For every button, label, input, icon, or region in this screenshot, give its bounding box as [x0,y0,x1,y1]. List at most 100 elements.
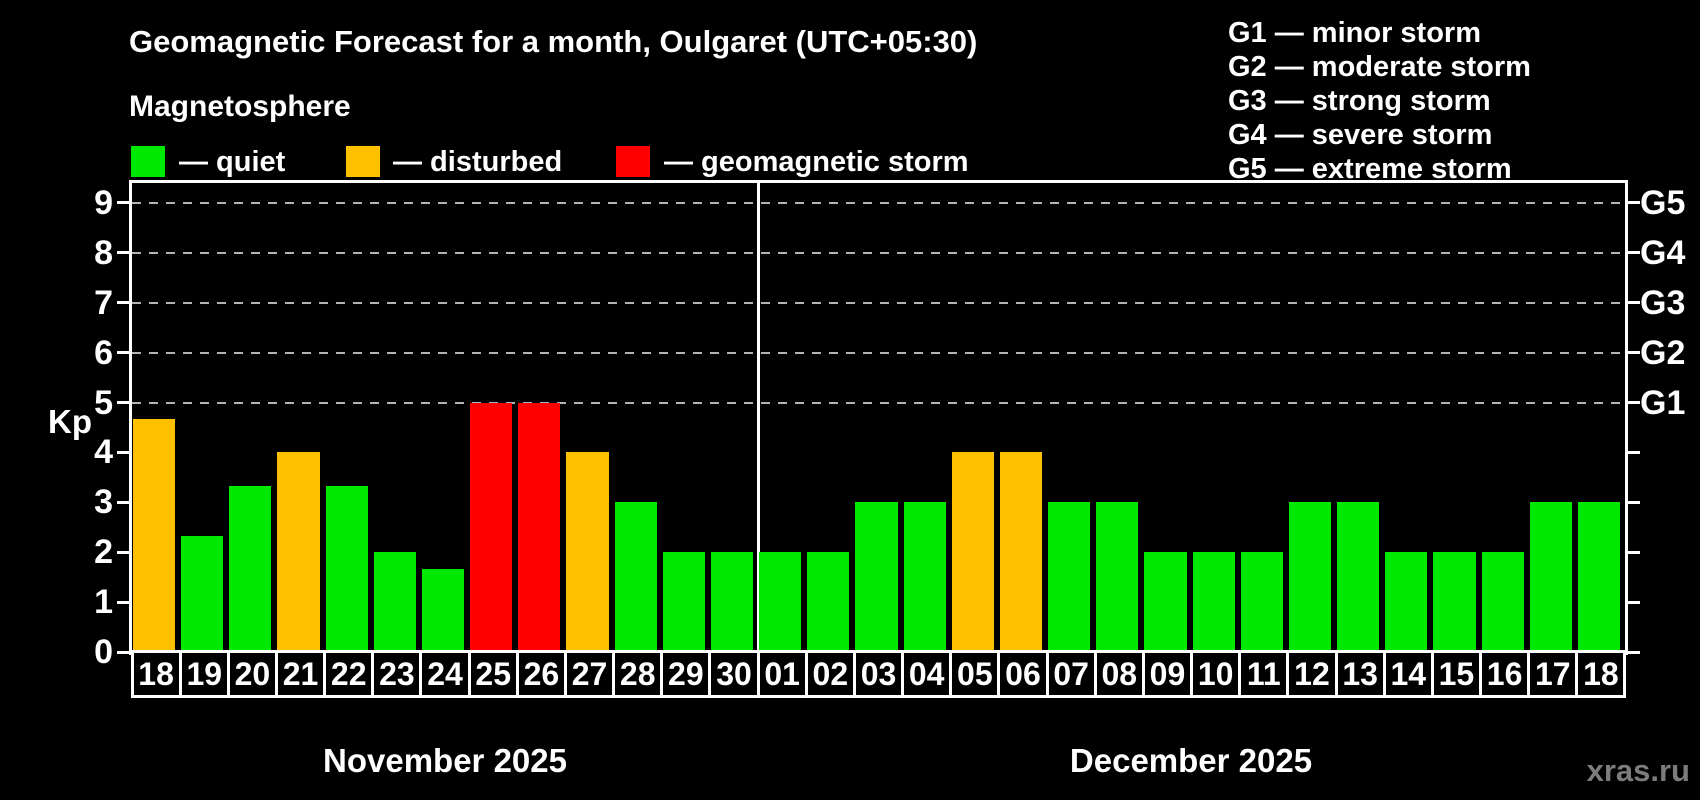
g3-legend-line: G3 — strong storm [1228,85,1491,117]
date-cell-11: 11 [1238,650,1290,698]
right-axis-tick-4 [1628,450,1640,454]
date-cell-29: 29 [660,650,712,698]
date-cell-01: 01 [756,650,808,698]
y-tick-label-3: 3 [94,483,113,522]
gridline-kp-8 [132,251,1625,254]
gridline-kp-9 [132,201,1625,204]
right-axis-tick-3 [1628,500,1640,504]
g5-legend-line: G5 — extreme storm [1228,153,1512,185]
date-cell-28: 28 [612,650,664,698]
g-scale-legend: G1 — minor storm G2 — moderate storm G3 … [1228,16,1531,186]
kp-bar-27 [566,452,609,652]
right-axis-tick-0 [1628,650,1640,654]
kp-bar-04 [903,502,946,652]
date-cell-08: 08 [1093,650,1145,698]
kp-bar-09 [1144,552,1187,652]
watermark: xras.ru [1586,753,1690,788]
g-axis-label-g3: G3 [1640,283,1686,322]
y-axis-tick-6 [117,351,129,355]
date-cell-23: 23 [371,650,423,698]
plot-border-top [129,180,1628,183]
storm-legend-label: — geomagnetic storm [664,146,969,178]
kp-bar-20 [229,485,272,652]
disturbed-legend-swatch [346,146,380,177]
gridline-kp-5 [132,401,1625,404]
date-cell-04: 04 [901,650,953,698]
right-axis-tick-5 [1628,401,1640,405]
g4-legend-line: G4 — severe storm [1228,119,1493,151]
kp-bar-25 [470,402,513,652]
y-tick-label-9: 9 [94,183,113,222]
kp-bar-07 [1048,502,1091,652]
y-axis-tick-8 [117,251,129,255]
kp-bar-17 [1529,502,1572,652]
g-axis-label-g4: G4 [1640,233,1686,272]
date-cell-02: 02 [804,650,856,698]
date-cell-10: 10 [1190,650,1242,698]
quiet-legend-swatch [131,146,165,177]
date-cell-05: 05 [949,650,1001,698]
y-tick-label-4: 4 [94,433,113,472]
kp-bar-10 [1192,552,1235,652]
y-tick-label-0: 0 [94,633,113,671]
kp-bar-11 [1240,552,1283,652]
disturbed-legend-label: — disturbed [393,146,563,178]
date-cell-24: 24 [419,650,471,698]
kp-bar-15 [1433,552,1476,652]
date-cell-15: 15 [1430,650,1482,698]
right-axis-tick-9 [1628,201,1640,205]
date-cell-22: 22 [323,650,375,698]
g-axis-label-g5: G5 [1640,183,1686,222]
kp-bar-02 [807,552,850,652]
date-cell-03: 03 [852,650,905,698]
date-cell-06: 06 [997,650,1049,698]
right-axis-tick-7 [1628,301,1640,305]
date-cell-16: 16 [1479,650,1531,698]
kp-bar-19 [181,535,224,652]
y-axis-title: Kp [48,403,92,440]
kp-bar-13 [1337,502,1380,652]
date-cell-07: 07 [1045,650,1097,698]
chart-subtitle: Magnetosphere [129,90,351,123]
date-cell-18: 18 [1575,650,1627,698]
kp-bar-18 [1577,502,1620,652]
date-cell-09: 09 [1141,650,1194,698]
kp-bar-22 [325,485,368,652]
right-axis-line [1625,180,1628,655]
date-cell-13: 13 [1334,650,1386,698]
kp-bar-16 [1481,552,1524,652]
month-label-december: December 2025 [1069,742,1313,779]
chart-title: Geomagnetic Forecast for a month, Oulgar… [129,24,978,59]
y-axis-tick-9 [117,201,129,205]
kp-bar-14 [1385,552,1428,652]
kp-bar-23 [373,552,416,652]
date-cell-27: 27 [563,650,616,698]
y-axis-tick-0 [117,650,129,654]
right-axis-tick-1 [1628,600,1640,604]
storm-legend-swatch [616,146,650,177]
date-cell-17: 17 [1527,650,1579,698]
kp-bar-26 [518,402,561,652]
date-cell-19: 19 [178,650,230,698]
date-cell-26: 26 [515,650,567,698]
y-tick-label-2: 2 [94,533,113,572]
right-axis-tick-8 [1628,251,1640,255]
kp-bar-21 [277,452,320,652]
date-cell-25: 25 [467,650,519,698]
month-divider [756,183,760,652]
date-cell-18: 18 [130,650,182,698]
date-cell-12: 12 [1286,650,1338,698]
y-tick-label-1: 1 [94,583,113,622]
right-axis-tick-2 [1628,550,1640,554]
y-axis-line [129,180,132,655]
y-axis-tick-1 [117,600,129,604]
kp-bar-24 [421,568,465,652]
gridline-kp-6 [132,351,1625,354]
g-axis-label-g1: G1 [1640,383,1686,422]
y-axis-tick-4 [117,450,129,454]
date-cell-14: 14 [1382,650,1434,698]
gridline-kp-7 [132,301,1625,304]
kp-bar-05 [951,452,994,652]
date-cell-30: 30 [708,650,760,698]
